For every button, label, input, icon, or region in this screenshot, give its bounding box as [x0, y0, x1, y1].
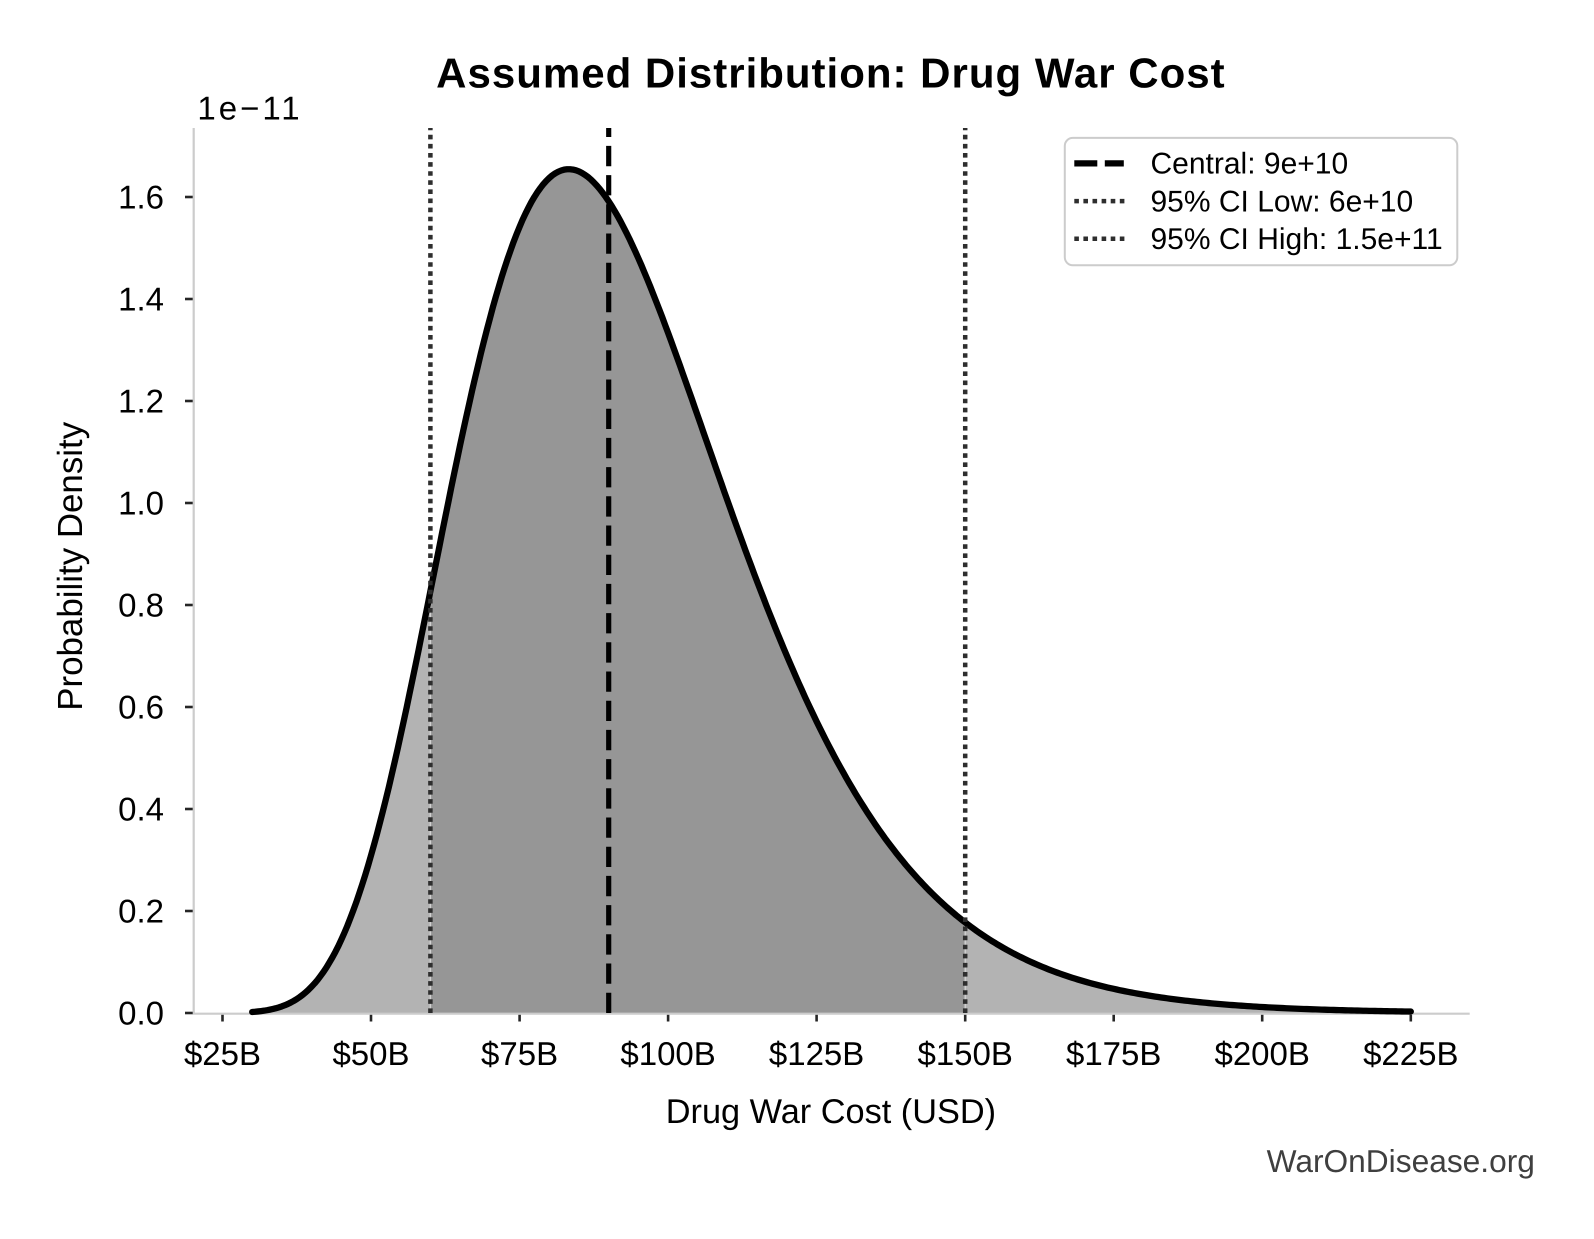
svg-text:$150B: $150B — [917, 1035, 1012, 1072]
svg-text:$175B: $175B — [1066, 1035, 1161, 1072]
svg-text:0.8: 0.8 — [118, 587, 164, 624]
svg-text:$125B: $125B — [769, 1035, 864, 1072]
svg-text:1.4: 1.4 — [118, 281, 164, 318]
svg-text:1e−11: 1e−11 — [197, 90, 302, 127]
svg-text:Central: 9e+10: Central: 9e+10 — [1151, 148, 1349, 181]
svg-text:Assumed Distribution: Drug War: Assumed Distribution: Drug War Cost — [436, 50, 1225, 97]
svg-text:$200B: $200B — [1214, 1035, 1309, 1072]
svg-text:0.4: 0.4 — [118, 791, 164, 828]
svg-text:95% CI High: 1.5e+11: 95% CI High: 1.5e+11 — [1151, 223, 1443, 256]
svg-text:Drug War Cost (USD): Drug War Cost (USD) — [666, 1093, 996, 1131]
svg-text:$225B: $225B — [1363, 1035, 1458, 1072]
svg-text:0.2: 0.2 — [118, 893, 164, 930]
svg-text:95% CI Low: 6e+10: 95% CI Low: 6e+10 — [1151, 185, 1414, 218]
svg-text:0.0: 0.0 — [118, 995, 164, 1032]
svg-text:1.0: 1.0 — [118, 485, 164, 522]
svg-text:0.6: 0.6 — [118, 689, 164, 726]
svg-text:$100B: $100B — [620, 1035, 715, 1072]
svg-text:1.2: 1.2 — [118, 383, 164, 420]
svg-text:WarOnDisease.org: WarOnDisease.org — [1267, 1143, 1535, 1179]
svg-text:$50B: $50B — [332, 1035, 409, 1072]
svg-text:Probability Density: Probability Density — [51, 421, 90, 710]
svg-text:$75B: $75B — [481, 1035, 558, 1072]
svg-text:1.6: 1.6 — [118, 179, 164, 216]
svg-text:$25B: $25B — [184, 1035, 261, 1072]
